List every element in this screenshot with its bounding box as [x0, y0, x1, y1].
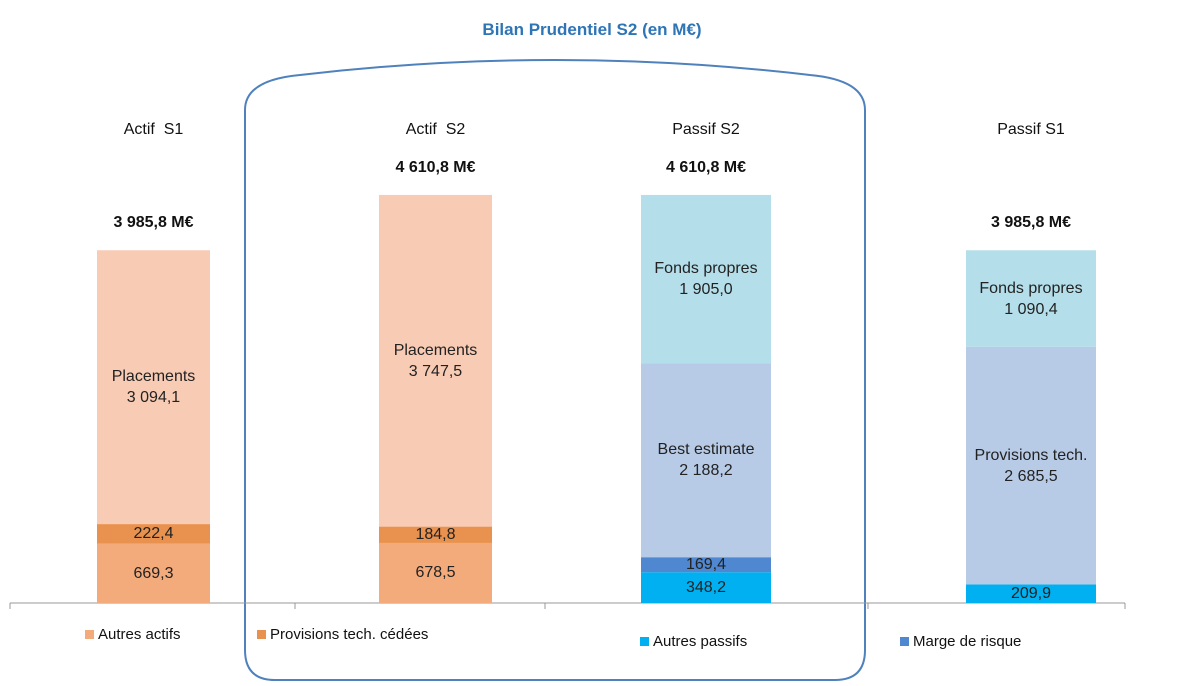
legend-item: Autres actifs: [85, 626, 181, 643]
chart-title: Bilan Prudentiel S2 (en M€): [482, 20, 702, 39]
data-label: 669,3: [133, 564, 174, 582]
bar-segment: [641, 363, 771, 558]
legend-swatch: [85, 630, 94, 639]
legend-swatch: [640, 637, 649, 646]
segment-label: 222,4: [101, 524, 206, 544]
data-label: 3 747,5: [408, 362, 463, 380]
segment-label: Placements 3 094,1: [101, 250, 206, 524]
legend-item: Autres passifs: [640, 633, 747, 650]
highlight-frame: [244, 59, 866, 681]
total-label: 4 610,8 M€: [395, 158, 476, 176]
segment-label: Fonds propres 1 905,0: [645, 195, 767, 364]
segment-label: 348,2: [645, 572, 767, 603]
bar-segment: [966, 584, 1096, 603]
category-label: Actif S2: [405, 121, 466, 138]
bar-segment: [641, 194, 771, 364]
bar-segment: [97, 524, 210, 544]
segment-label: Placements 3 747,5: [383, 195, 488, 527]
segment-label: 678,5: [383, 543, 488, 603]
segment-label: Best estimate 2 188,2: [645, 364, 767, 558]
data-label: 169,4: [685, 556, 727, 574]
legend-label: Marge de risque: [913, 633, 1022, 650]
legend-label: Provisions tech. cédées: [270, 626, 429, 643]
legend-item: Marge de risque: [900, 633, 1021, 650]
legend-swatch: [900, 637, 909, 646]
segment-name: Placements: [393, 341, 478, 359]
bar-segment: [379, 526, 492, 543]
legend-label: Autres actifs: [98, 626, 181, 643]
legend-swatch: [257, 630, 266, 639]
segment-name: Provisions tech.: [974, 446, 1088, 464]
segment-label: 209,9: [970, 584, 1092, 603]
data-label: 678,5: [415, 564, 456, 582]
data-label: 2 685,5: [1004, 467, 1058, 485]
total-label: 4 610,8 M€: [665, 158, 747, 176]
category-label: Actif S1: [123, 121, 184, 138]
data-label: 348,2: [685, 579, 727, 597]
legend-label: Autres passifs: [653, 633, 748, 650]
segment-name: Fonds propres: [979, 279, 1083, 297]
bar-segment: [97, 543, 210, 603]
data-label: 1 090,4: [1004, 300, 1058, 318]
data-label: 2 188,2: [679, 462, 733, 480]
data-label: 3 094,1: [126, 389, 181, 407]
category-label: Passif S2: [672, 121, 740, 138]
segment-label: Provisions tech. 2 685,5: [970, 347, 1092, 585]
bar-segment: [97, 250, 210, 525]
category-label: Passif S1: [997, 121, 1065, 138]
bar-segment: [966, 250, 1096, 347]
segment-label: 169,4: [645, 556, 767, 574]
total-label: 3 985,8 M€: [990, 214, 1072, 232]
data-label: 222,4: [133, 525, 174, 543]
data-label: 1 905,0: [679, 281, 733, 299]
bar-segment: [641, 572, 771, 603]
segment-name: Best estimate: [657, 441, 755, 459]
data-label: 184,8: [415, 526, 456, 544]
data-label: 209,9: [1010, 585, 1052, 603]
segment-label: 184,8: [383, 526, 488, 544]
segment-name: Fonds propres: [654, 260, 758, 278]
segment-name: Placements: [111, 368, 196, 386]
segment-label: Fonds propres 1 090,4: [970, 250, 1092, 347]
segment-label: 669,3: [101, 544, 206, 603]
bar-segment: [379, 194, 492, 527]
legend-item: Provisions tech. cédées: [257, 626, 428, 643]
bar-segment: [966, 346, 1096, 585]
total-label: 3 985,8 M€: [113, 214, 194, 232]
bar-segment: [379, 542, 492, 603]
bar-segment: [641, 557, 771, 573]
